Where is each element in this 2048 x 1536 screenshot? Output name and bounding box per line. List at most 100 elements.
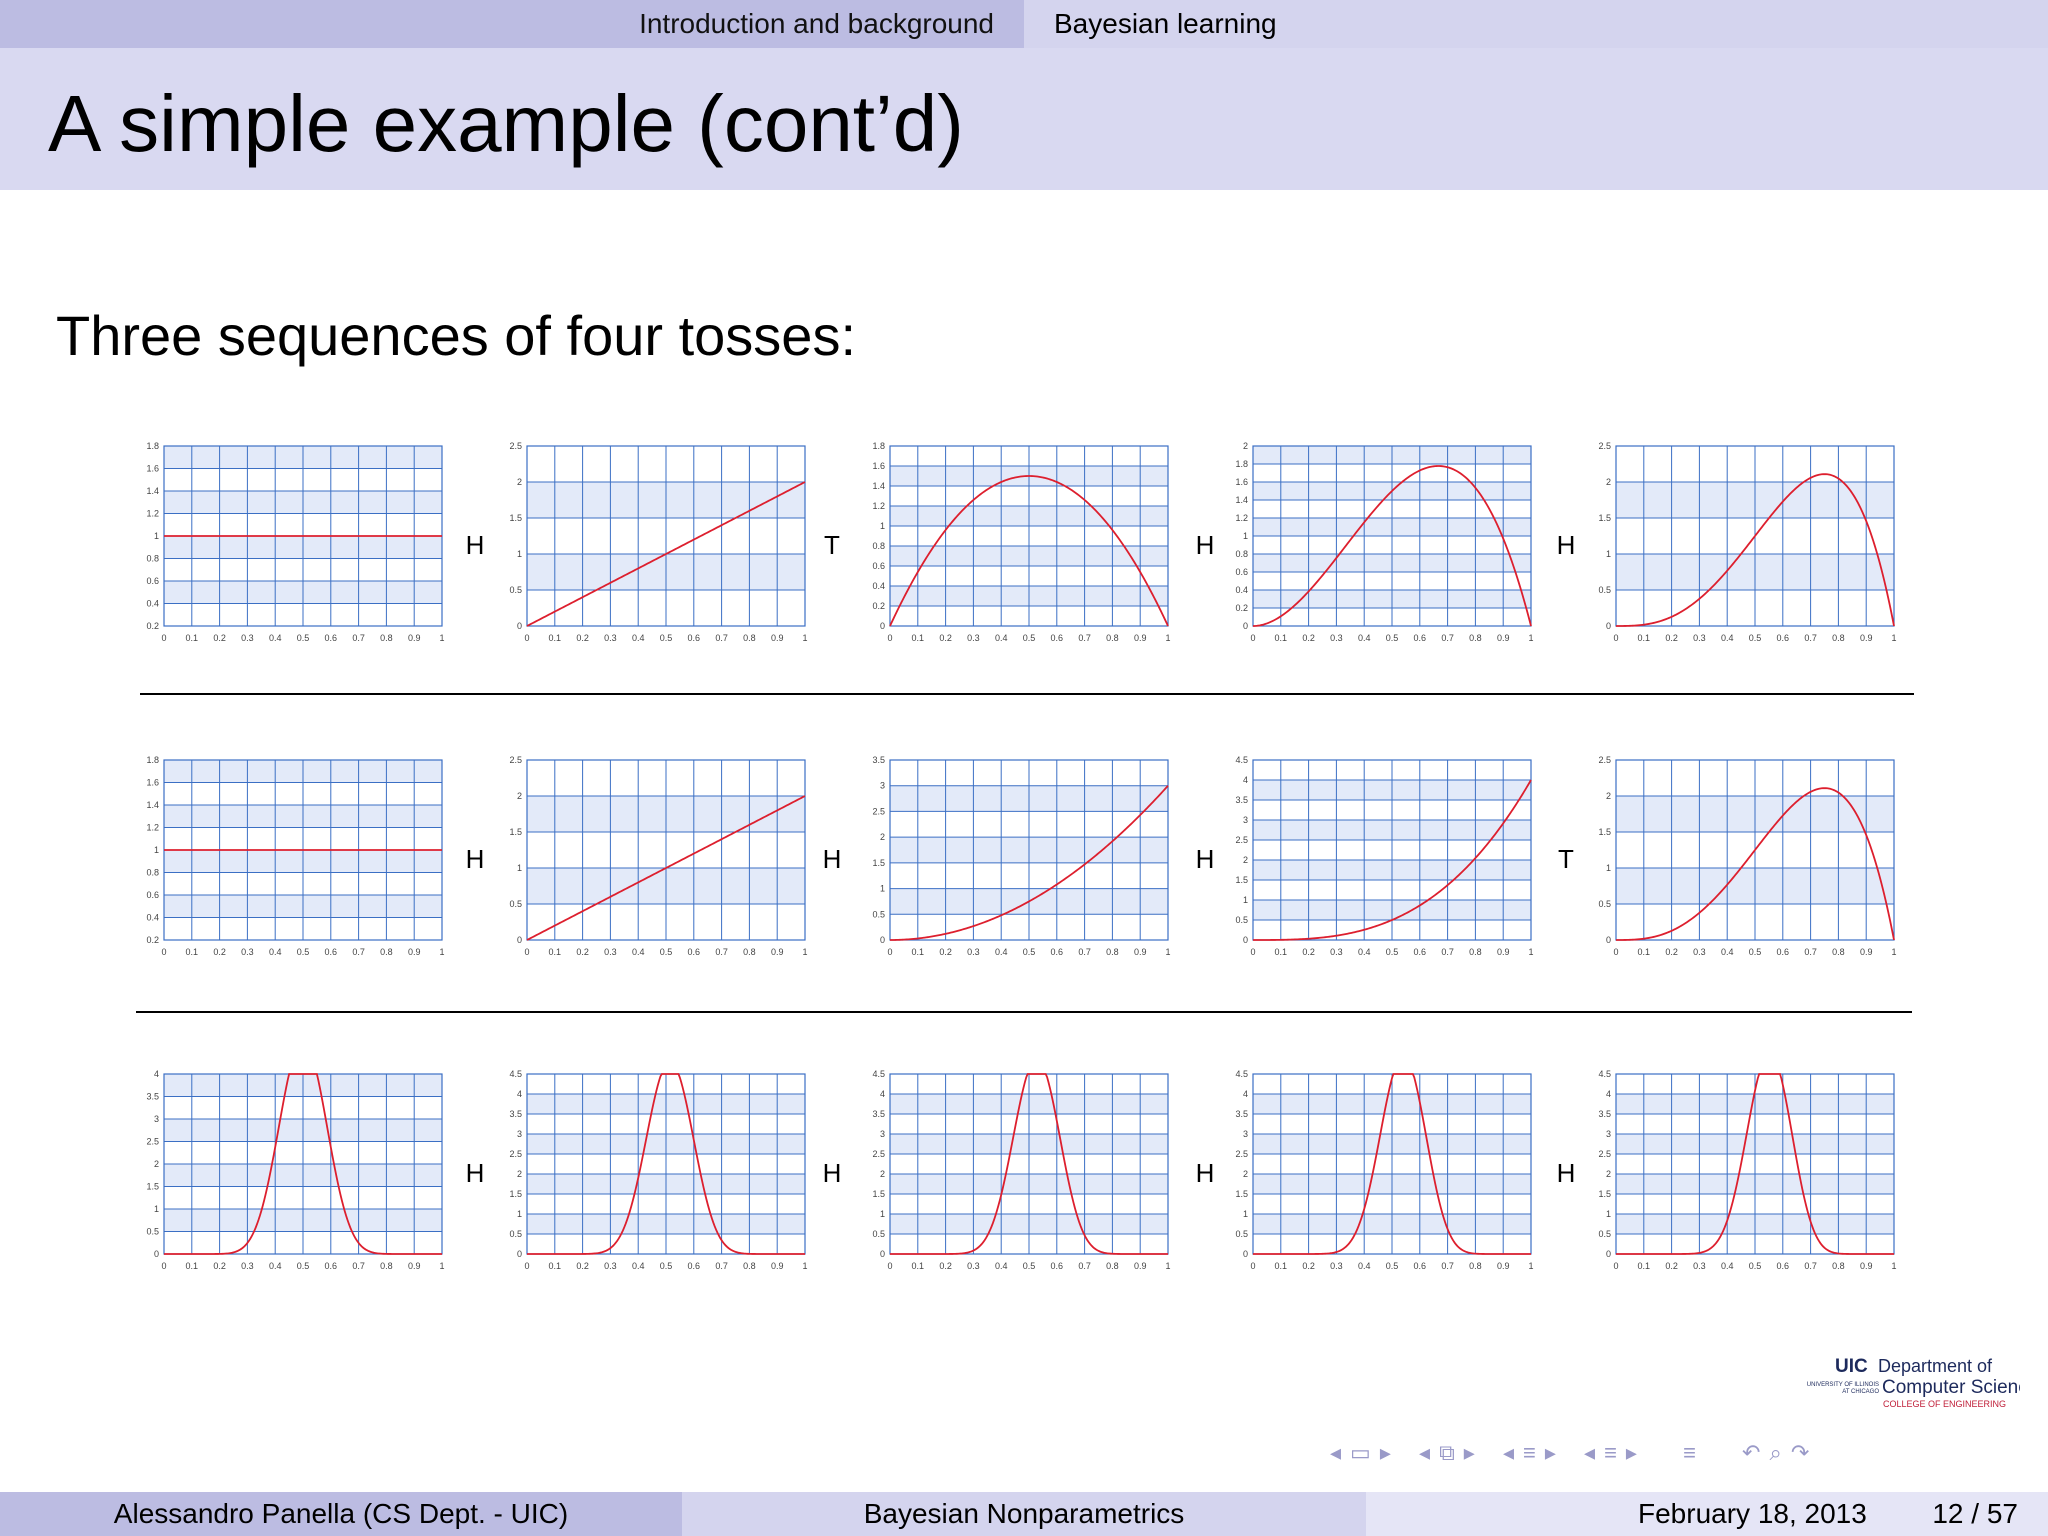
arrow-left-icon[interactable]: ◂ [1584, 1440, 1596, 1465]
arrow-right-icon[interactable]: ▸ [1379, 1440, 1391, 1465]
plot-frame [1615, 759, 1895, 941]
y-tick-label: 4.5 [872, 1069, 885, 1079]
arrow-left-icon[interactable]: ◂ [1502, 1440, 1514, 1465]
arrow-right-icon[interactable]: ▸ [1544, 1440, 1556, 1465]
redo-icon[interactable]: ↷ [1790, 1440, 1810, 1465]
undo-icon[interactable]: ↶ [1742, 1440, 1761, 1465]
x-tick-label: 0.9 [1860, 1261, 1873, 1271]
x-tick-label: 1 [802, 633, 807, 643]
x-tick-label: 0.5 [1749, 633, 1762, 643]
y-tick-label: 0.2 [1235, 603, 1248, 613]
x-tick-label: 0.8 [1106, 947, 1119, 957]
x-tick-label: 0.1 [186, 633, 199, 643]
plot-frame [526, 445, 806, 627]
y-tick-label: 3 [880, 781, 885, 791]
y-tick-label: 1.2 [146, 823, 159, 833]
y-tick-label: 1 [154, 845, 159, 855]
y-tick-label: 0.6 [872, 561, 885, 571]
x-tick-label: 0.8 [380, 633, 393, 643]
y-tick-label: 4 [880, 1089, 885, 1099]
beta-density-plot: 0 0.1 0.2 0.3 0.4 0.5 0.6 0.7 0.8 0.9 1 0 0.5 1 1.5 2 2.… [1235, 1069, 1533, 1271]
y-tick-label: 0 [154, 1249, 159, 1259]
y-tick-label: 0.5 [1235, 1229, 1248, 1239]
x-tick-label: 0.5 [660, 633, 673, 643]
toss-outcome-label: T [1558, 844, 1574, 874]
x-tick-label: 0.6 [1414, 633, 1427, 643]
y-tick-label: 0 [517, 1249, 522, 1259]
arrow-left-icon[interactable]: ◂ [1330, 1440, 1342, 1465]
beta-density-plot: 0 0.1 0.2 0.3 0.4 0.5 0.6 0.7 0.8 0.9 1 0 0.5 1 1.5 2 2.… [872, 1069, 1170, 1271]
posterior-curve [526, 795, 806, 941]
x-tick-label: 0.3 [1693, 947, 1706, 957]
x-tick-label: 0.6 [1777, 633, 1790, 643]
y-tick-label: 2 [1243, 441, 1248, 451]
toss-outcome-label: H [466, 844, 485, 874]
y-tick-label: 2.5 [1235, 835, 1248, 845]
arrow-left-icon[interactable]: ◂ [1419, 1440, 1431, 1465]
frame-icon[interactable]: ▭ [1350, 1440, 1371, 1465]
logo-college: COLLEGE OF ENGINEERING [1883, 1399, 2006, 1409]
search-icon[interactable]: ⌕ [1769, 1440, 1782, 1465]
x-tick-label: 1 [802, 1261, 807, 1271]
beta-density-plot: 0 0.1 0.2 0.3 0.4 0.5 0.6 0.7 0.8 0.9 1 0.2 0.4 0.6 0.… [146, 441, 444, 643]
y-tick-label: 2 [1243, 1169, 1248, 1179]
y-tick-label: 2 [1606, 791, 1611, 801]
x-tick-label: 0.1 [912, 1261, 925, 1271]
y-tick-label: 0.5 [146, 1227, 159, 1237]
nav-section-bayesian-learning[interactable]: Bayesian learning [1054, 8, 1277, 39]
x-tick-label: 0.9 [771, 947, 784, 957]
y-tick-label: 1 [517, 863, 522, 873]
x-tick-label: 0.2 [576, 947, 589, 957]
x-tick-label: 0.9 [1860, 633, 1873, 643]
x-tick-label: 0.4 [995, 1261, 1008, 1271]
x-tick-label: 0.5 [1749, 1261, 1762, 1271]
y-tick-label: 2.5 [509, 1149, 522, 1159]
y-tick-label: 0 [1606, 621, 1611, 631]
x-tick-label: 0.9 [408, 633, 421, 643]
arrow-right-icon[interactable]: ▸ [1625, 1440, 1637, 1465]
y-tick-label: 1.5 [1235, 1189, 1248, 1199]
section-icon[interactable]: ≡ [1604, 1440, 1617, 1465]
x-tick-label: 0.8 [743, 633, 756, 643]
y-tick-label: 0 [880, 1249, 885, 1259]
y-tick-label: 4 [1243, 775, 1248, 785]
beta-density-plot: 0 0.1 0.2 0.3 0.4 0.5 0.6 0.7 0.8 0.9 1 0 0.5 1 1.5 2 2.… [1598, 755, 1896, 957]
x-tick-label: 0.1 [1275, 947, 1288, 957]
y-tick-label: 0.5 [872, 1229, 885, 1239]
x-tick-label: 0.2 [576, 1261, 589, 1271]
beta-density-plot: 0 0.1 0.2 0.3 0.4 0.5 0.6 0.7 0.8 0.9 1 0 0.5 1 1.5 2 2.… [509, 1069, 807, 1271]
toss-outcome-label: H [466, 530, 485, 560]
y-tick-label: 4 [1243, 1089, 1248, 1099]
x-tick-label: 0.1 [1638, 947, 1651, 957]
y-tick-label: 0.8 [146, 868, 159, 878]
section-icon[interactable]: ≡ [1523, 1440, 1536, 1465]
x-tick-label: 0.6 [1051, 947, 1064, 957]
footer-author: Alessandro Panella (CS Dept. - UIC) [0, 1492, 682, 1536]
x-tick-label: 0.9 [771, 633, 784, 643]
x-tick-label: 0.7 [715, 947, 728, 957]
posterior-curve [890, 1073, 1168, 1255]
plot-frame [1252, 1073, 1532, 1255]
align-icon[interactable]: ≡ [1683, 1440, 1696, 1465]
x-tick-label: 0.6 [1777, 1261, 1790, 1271]
nav-section-introduction[interactable]: Introduction and background [0, 0, 1024, 48]
toss-outcome-label: H [1196, 530, 1215, 560]
x-tick-label: 0.6 [325, 633, 338, 643]
x-tick-label: 0.8 [1832, 633, 1845, 643]
beta-density-plot: 0 0.1 0.2 0.3 0.4 0.5 0.6 0.7 0.8 0.9 1 0 0.5 1 1.5 2 2.… [1598, 441, 1896, 643]
toss-outcome-label: H [466, 1158, 485, 1188]
y-tick-label: 0.5 [509, 899, 522, 909]
y-tick-label: 1 [880, 884, 885, 894]
x-tick-label: 0.9 [1134, 947, 1147, 957]
x-tick-label: 0 [887, 947, 892, 957]
x-tick-label: 0 [887, 633, 892, 643]
x-tick-label: 0 [161, 633, 166, 643]
y-tick-label: 1 [1606, 549, 1611, 559]
subsection-icon[interactable]: ⧉ [1439, 1440, 1455, 1465]
x-tick-label: 1 [1165, 947, 1170, 957]
y-tick-label: 2 [880, 1169, 885, 1179]
x-tick-label: 0.1 [186, 947, 199, 957]
posterior-curve [889, 475, 1169, 627]
y-tick-label: 4.5 [1598, 1069, 1611, 1079]
arrow-right-icon[interactable]: ▸ [1463, 1440, 1475, 1465]
